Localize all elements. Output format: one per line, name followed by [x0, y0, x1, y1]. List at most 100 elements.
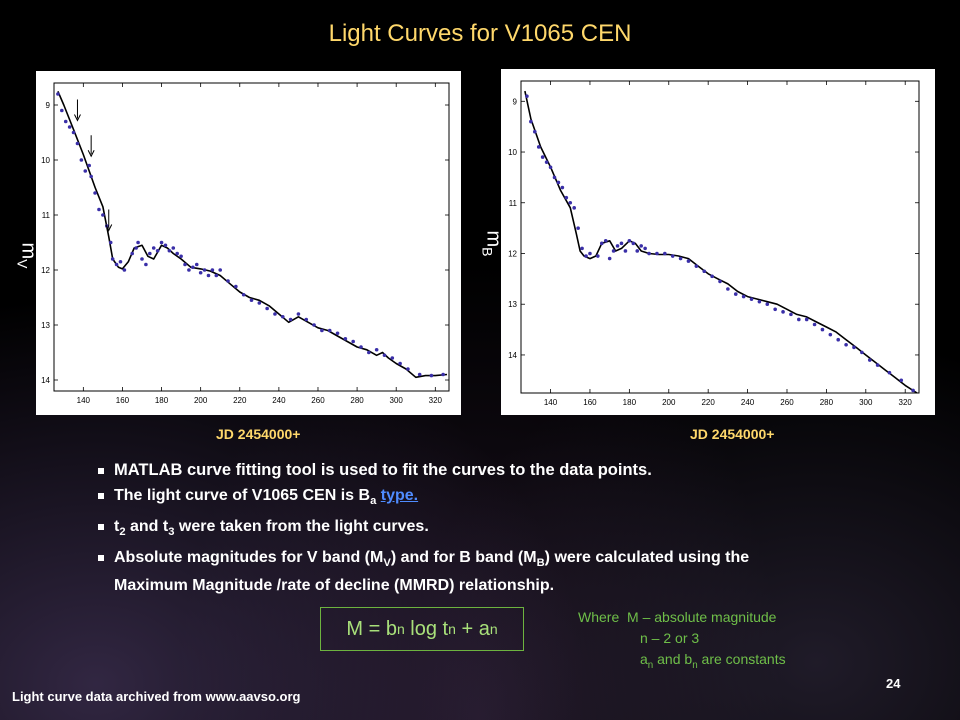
data-point	[611, 249, 616, 253]
bullet-subscript: 3	[168, 526, 175, 539]
data-point	[335, 331, 340, 336]
data-point	[663, 251, 667, 256]
data-point	[257, 301, 262, 305]
data-point	[694, 264, 699, 268]
data-point	[218, 268, 223, 272]
data-point	[136, 240, 140, 245]
y-tick-label: 12	[508, 249, 517, 258]
data-point	[564, 195, 569, 200]
x-tick-label: 220	[701, 398, 715, 407]
data-point	[417, 372, 422, 377]
bullet-text: MATLAB curve fitting tool is used to fit…	[114, 461, 652, 479]
bullet-item: t2 and t3 were taken from the light curv…	[96, 516, 876, 543]
data-point	[202, 268, 207, 272]
data-point	[234, 284, 238, 289]
data-point	[122, 268, 127, 272]
data-point	[163, 243, 168, 248]
data-point	[678, 256, 683, 261]
data-point	[836, 337, 841, 342]
x-tick-label: 260	[311, 396, 325, 405]
data-point	[67, 125, 72, 129]
data-point	[60, 108, 64, 113]
bullet-subscript: a	[370, 495, 377, 508]
data-point	[191, 265, 195, 270]
data-point	[529, 119, 533, 124]
data-point	[655, 251, 659, 256]
data-point	[875, 363, 880, 367]
data-point	[206, 273, 211, 278]
arrow-head	[74, 114, 81, 122]
legend-subscript: n	[692, 659, 698, 671]
data-point	[867, 358, 872, 362]
formula-subscript: n	[448, 621, 456, 637]
data-point	[56, 92, 60, 96]
data-point	[536, 145, 541, 149]
y-tick-label: 9	[513, 97, 518, 106]
data-point	[183, 262, 187, 267]
data-point	[844, 343, 848, 347]
bullet-subscript: B	[536, 557, 545, 570]
bullet-text: and t	[125, 518, 169, 536]
data-point	[151, 246, 156, 250]
data-point	[540, 155, 545, 159]
data-point	[108, 240, 113, 245]
data-point	[79, 158, 84, 162]
data-point	[159, 240, 164, 245]
plot-frame	[520, 80, 920, 394]
right-light-curve-panel: 140 160 180 200 220 240 260 280 300 320 9 10 11 12 13 1…	[501, 69, 935, 415]
data-point	[670, 254, 675, 258]
data-point	[544, 160, 549, 164]
bullet-item: The light curve of V1065 CEN is Ba type.	[96, 485, 876, 512]
data-point	[749, 297, 754, 301]
left-xlabel: JD 2454000+	[216, 426, 301, 442]
x-tick-label: 320	[899, 398, 913, 407]
x-tick-label: 140	[544, 398, 558, 407]
slide-title: Light Curves for V1065 CEN	[328, 20, 632, 47]
data-point	[615, 244, 620, 248]
data-point	[789, 312, 793, 317]
data-point	[643, 246, 647, 251]
data-point	[686, 259, 691, 263]
data-point	[359, 345, 363, 349]
page-number: 24	[886, 676, 901, 691]
type-link[interactable]: type.	[380, 487, 419, 504]
data-point	[860, 350, 864, 355]
legend-part: are constants	[697, 651, 786, 667]
data-point	[560, 185, 565, 190]
data-point	[899, 378, 904, 383]
x-tick-label: 200	[662, 398, 676, 407]
data-point	[114, 262, 119, 267]
right-light-curve-chart: 140 160 180 200 220 240 260 280 300 320 9 10 11 12 13 1…	[508, 80, 920, 407]
data-point	[576, 226, 580, 230]
data-point	[312, 323, 316, 327]
data-source-footer: Light curve data archived from www.aavso…	[12, 689, 301, 704]
data-point	[398, 361, 402, 366]
left-ylabel-sub: V	[14, 259, 31, 269]
left-ylabel-main: m	[17, 242, 40, 260]
data-point	[382, 353, 387, 358]
formula-part: M = b	[346, 617, 397, 640]
data-point	[71, 130, 76, 135]
data-point	[797, 317, 801, 322]
data-point	[187, 268, 191, 272]
data-point	[97, 207, 101, 212]
legend-subscript: n	[647, 659, 654, 671]
data-point	[406, 367, 410, 371]
x-tick-label: 280	[350, 396, 364, 405]
y-tick-label: 12	[41, 266, 50, 275]
data-point	[296, 312, 301, 316]
data-point	[804, 317, 809, 322]
data-point	[374, 347, 379, 352]
data-point	[781, 310, 785, 314]
data-point	[584, 254, 588, 258]
bullet-list: MATLAB curve fitting tool is used to fit…	[96, 460, 876, 600]
x-tick-label: 160	[583, 398, 597, 407]
data-point	[241, 292, 246, 297]
data-point	[429, 373, 434, 378]
x-tick-label: 220	[233, 396, 247, 405]
left-light-curve-chart: 140 160 180 200 220 240 260 280 300 320 9 10 11 12 13 1…	[41, 82, 450, 405]
right-xlabel: JD 2454000+	[690, 426, 775, 442]
data-point	[167, 248, 172, 253]
data-point	[733, 292, 738, 296]
